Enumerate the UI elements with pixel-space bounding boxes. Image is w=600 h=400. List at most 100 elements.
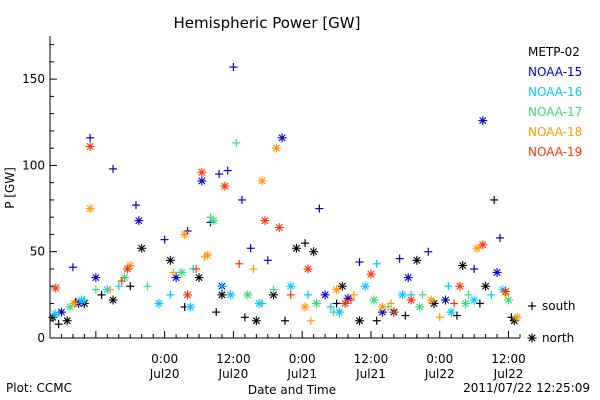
noaa-15-south-point <box>495 233 504 242</box>
noaa-17-north-point <box>461 298 471 308</box>
noaa-17-south-point <box>232 138 241 147</box>
noaa-17-south-point <box>464 290 473 299</box>
noaa-16-north-point <box>226 290 236 300</box>
noaa-19-south-point <box>389 308 398 317</box>
noaa-18-north-point <box>332 285 342 295</box>
metp-02-north-point <box>217 290 227 300</box>
metp-02-south-point <box>490 195 499 204</box>
x-tick-date-label: Jul20 <box>149 367 180 381</box>
noaa-15-north-point <box>478 116 488 126</box>
metp-02-north-point <box>108 295 118 305</box>
noaa-17-north-point <box>504 295 514 305</box>
noaa-19-south-point <box>450 299 459 308</box>
noaa-16-north-point <box>398 290 407 300</box>
noaa-19-north-point <box>406 295 416 305</box>
noaa-18-north-point <box>426 295 436 305</box>
noaa-16-north-point <box>154 298 164 308</box>
metp-02-south-point <box>240 313 249 322</box>
noaa-18-north-point <box>180 229 190 239</box>
noaa-18-north-point <box>512 312 522 322</box>
noaa-18-north-point <box>300 302 310 312</box>
noaa-19-south-point <box>235 259 244 268</box>
metp-02-north-point <box>355 316 365 326</box>
x-tick-label: 0:00 <box>426 352 453 366</box>
metp-02-north-point <box>62 316 72 326</box>
noaa-16-south-point <box>372 259 381 268</box>
noaa-19-north-point <box>501 286 511 296</box>
noaa-19-north-point <box>455 281 465 291</box>
noaa-18-south-point <box>249 264 258 273</box>
y-axis-label: P [GW] <box>3 167 17 209</box>
noaa-18-south-point <box>106 285 115 294</box>
metp-02-south-point <box>401 311 410 320</box>
noaa-16-north-point <box>469 295 479 305</box>
metp-02-north-point <box>165 255 175 265</box>
noaa-18-north-point <box>203 250 213 260</box>
legend-noaa-15: NOAA-15 <box>528 65 582 79</box>
noaa-16-south-point <box>303 290 312 299</box>
legend-noaa-19: NOAA-19 <box>528 145 582 159</box>
noaa-18-north-point <box>271 143 281 153</box>
noaa-15-north-point <box>171 273 181 283</box>
noaa-16-north-point <box>254 298 264 308</box>
noaa-17-south-point <box>91 285 100 294</box>
noaa-15-north-point <box>91 273 101 283</box>
noaa-15-north-point <box>277 133 287 143</box>
noaa-16-south-point <box>217 282 226 291</box>
noaa-16-north-point <box>334 307 344 317</box>
noaa-15-north-point <box>56 307 66 317</box>
legend: METP-02 NOAA-15 NOAA-16 NOAA-17 NOAA-18 NOAA-… <box>527 45 582 345</box>
noaa-19-south-point <box>192 264 201 273</box>
noaa-16-north-point <box>360 281 370 291</box>
noaa-17-south-point <box>329 308 338 317</box>
noaa-16-south-point <box>444 282 453 291</box>
metp-02-south-point <box>372 316 381 325</box>
x-tick-date-label: Jul21 <box>355 367 386 381</box>
x-tick-label: 12:00 <box>491 352 526 366</box>
noaa-18-south-point <box>435 313 444 322</box>
noaa-17-north-point <box>177 267 187 277</box>
noaa-15-south-point <box>223 166 232 175</box>
metp-02-north-point <box>412 255 422 265</box>
data-points <box>48 63 522 329</box>
noaa-15-south-point <box>355 258 364 267</box>
chart-title: Hemispheric Power [GW] <box>174 14 361 32</box>
noaa-17-south-point <box>269 285 278 294</box>
noaa-15-south-point <box>229 63 238 72</box>
noaa-18-north-point <box>257 176 267 186</box>
metp-02-south-point <box>54 320 63 329</box>
noaa-19-north-point <box>197 167 207 177</box>
noaa-17-north-point <box>312 298 322 308</box>
y-tick-label: 0 <box>37 331 45 345</box>
noaa-17-north-point <box>243 290 253 300</box>
x-tick-label: 0:00 <box>151 352 178 366</box>
legend-noaa-16: NOAA-16 <box>528 85 582 99</box>
metp-02-south-point <box>281 316 289 325</box>
metp-02-south-point <box>452 311 461 320</box>
noaa-15-south-point <box>395 254 404 263</box>
noaa-19-south-point <box>346 296 355 305</box>
noaa-16-south-point <box>326 302 335 311</box>
noaa-19-north-point <box>85 141 95 151</box>
metp-02-south-point <box>475 299 484 308</box>
x-tick-label: 12:00 <box>354 352 389 366</box>
metp-02-south-point <box>212 308 221 317</box>
noaa-15-south-point <box>424 247 433 256</box>
y-tick-label: 50 <box>30 245 45 259</box>
x-tick-label: 0:00 <box>289 352 316 366</box>
y-tick-label: 100 <box>22 158 45 172</box>
metp-02-south-point <box>97 290 106 299</box>
noaa-15-north-point <box>403 273 413 283</box>
noaa-15-south-point <box>160 235 169 244</box>
metp-02-north-point <box>481 281 491 291</box>
noaa-16-north-point <box>286 281 296 291</box>
legend-marker-north <box>527 333 537 343</box>
metp-02-south-point <box>301 239 310 248</box>
noaa-15-south-point <box>238 195 247 204</box>
x-tick-date-label: Jul20 <box>218 367 249 381</box>
axes: 0501001500:00Jul2012:00Jul200:00Jul2112:… <box>22 36 526 381</box>
noaa-15-south-point <box>315 204 324 213</box>
metp-02-south-point <box>332 299 341 308</box>
noaa-19-north-point <box>303 264 313 274</box>
